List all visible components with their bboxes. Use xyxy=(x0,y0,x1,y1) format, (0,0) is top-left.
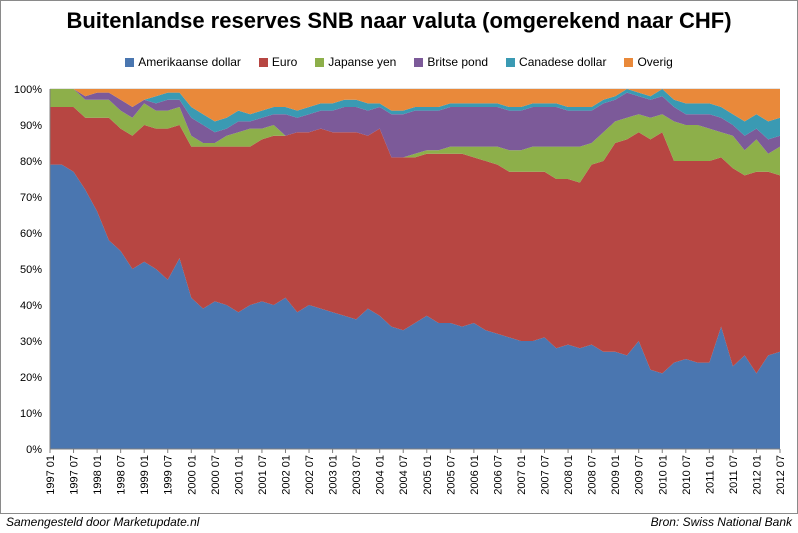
source-text: Bron: Swiss National Bank xyxy=(650,515,792,529)
x-tick-label: 2012 01 xyxy=(751,455,763,495)
legend-swatch xyxy=(125,57,135,67)
x-tick-label: 2009 07 xyxy=(634,455,646,495)
y-tick-label: 70% xyxy=(20,192,42,204)
chart-legend: Amerikaanse dollar Euro Japanse yen Britse … xyxy=(0,55,798,69)
chart-plot: 0% 10% 20% 30% 40% 50% 60% 70% 80% 90% 100% 1997 01… xyxy=(14,84,787,495)
x-tick-label: 2001 01 xyxy=(233,455,245,495)
legend-item-canadese-dollar: Canadese dollar xyxy=(506,55,606,69)
y-tick-label: 80% xyxy=(20,156,42,168)
y-tick-label: 0% xyxy=(26,444,42,456)
legend-item-japanse-yen: Japanse yen xyxy=(315,55,396,69)
y-tick-label: 20% xyxy=(20,372,42,384)
x-tick-label: 2005 01 xyxy=(422,455,434,495)
legend-label: Amerikaanse dollar xyxy=(138,55,241,69)
x-tick-label: 2005 07 xyxy=(445,455,457,495)
x-tick-label: 1999 01 xyxy=(139,455,151,495)
legend-swatch xyxy=(506,57,516,67)
y-tick-label: 50% xyxy=(20,264,42,276)
x-tick-label: 2009 01 xyxy=(610,455,622,495)
y-tick-label: 60% xyxy=(20,228,42,240)
x-tick-label: 2008 07 xyxy=(587,455,599,495)
legend-label: Britse pond xyxy=(427,55,489,69)
x-tick-label: 2004 01 xyxy=(375,455,387,495)
x-tick-label: 2007 07 xyxy=(540,455,552,495)
x-tick-label: 2002 01 xyxy=(280,455,292,495)
x-tick-label: 1999 07 xyxy=(163,455,175,495)
credit-text: Samengesteld door Marketupdate.nl xyxy=(6,515,200,529)
x-tick-label: 2003 07 xyxy=(351,455,363,495)
y-tick-label: 90% xyxy=(20,120,42,132)
y-tick-label: 100% xyxy=(14,84,42,96)
legend-swatch xyxy=(315,57,325,67)
x-tick-label: 2000 07 xyxy=(210,455,222,495)
series-area-japanse-yen xyxy=(50,89,780,183)
x-tick-label: 1997 07 xyxy=(69,455,81,495)
series-area-canadese-dollar xyxy=(50,89,780,140)
x-tick-label: 2004 07 xyxy=(398,455,410,495)
x-tick-label: 2001 07 xyxy=(257,455,269,495)
x-tick-label: 1998 07 xyxy=(116,455,128,495)
legend-swatch xyxy=(414,57,424,67)
y-tick-label: 10% xyxy=(20,408,42,420)
legend-swatch xyxy=(258,57,268,67)
x-tick-label: 2007 01 xyxy=(516,455,528,495)
chart-title: Buitenlandse reserves SNB naar valuta (o… xyxy=(66,8,732,33)
legend-item-overig: Overig xyxy=(624,55,673,69)
legend-label: Canadese dollar xyxy=(519,55,607,69)
series-area-overig xyxy=(50,89,780,122)
x-tick-label: 2000 01 xyxy=(186,455,198,495)
y-tick-label: 30% xyxy=(20,336,42,348)
series-area-britse-pond xyxy=(50,89,780,158)
x-tick-label: 2011 07 xyxy=(728,455,740,494)
x-tick-label: 2012 07 xyxy=(775,455,787,495)
x-tick-label: 1998 01 xyxy=(92,455,104,495)
x-tick-label: 2002 07 xyxy=(304,455,316,495)
series-area-amerikaanse-dollar xyxy=(50,164,780,449)
x-tick-label: 2008 01 xyxy=(563,455,575,495)
x-tick-label: 1997 01 xyxy=(45,455,57,495)
legend-item-euro: Euro xyxy=(258,55,298,69)
x-tick-label: 2010 01 xyxy=(657,455,669,495)
x-tick-label: 2003 01 xyxy=(328,455,340,495)
legend-label: Euro xyxy=(271,55,298,69)
legend-label: Overig xyxy=(637,55,673,69)
series-area-euro xyxy=(50,107,780,374)
legend-item-amerikaanse-dollar: Amerikaanse dollar xyxy=(125,55,241,69)
x-tick-label: 2010 07 xyxy=(681,455,693,495)
y-tick-label: 40% xyxy=(20,300,42,312)
legend-swatch xyxy=(624,57,634,67)
legend-label: Japanse yen xyxy=(328,55,397,69)
x-tick-label: 2006 07 xyxy=(492,455,504,495)
legend-item-britse-pond: Britse pond xyxy=(414,55,488,69)
x-tick-label: 2011 01 xyxy=(704,455,716,494)
x-tick-label: 2006 01 xyxy=(469,455,481,495)
